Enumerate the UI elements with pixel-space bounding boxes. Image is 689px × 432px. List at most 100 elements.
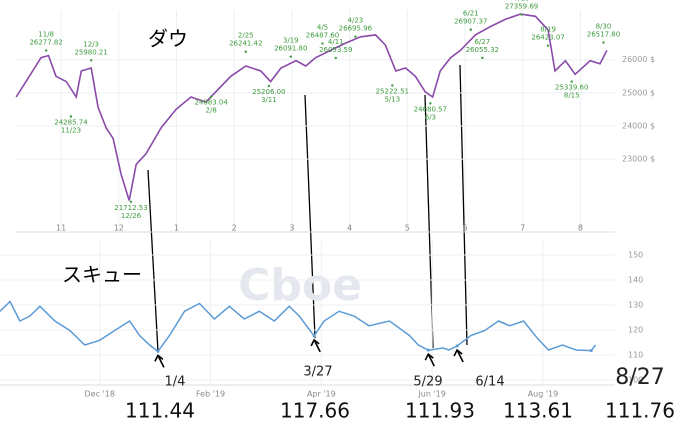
x-tick-label: 11 [56, 224, 66, 233]
annotation-date: 7/16 [514, 0, 530, 3]
annotation-value: 26055.32 [466, 46, 499, 54]
annotation-value: 26487.60 [306, 32, 339, 40]
annotation-point [426, 348, 430, 352]
annotation-value: 111.93 [405, 399, 475, 423]
x-tick-label: 5 [405, 224, 410, 233]
arrow [154, 354, 165, 368]
annotation-date: 6/3 [425, 113, 436, 121]
y-tick-label: 23000 $ [622, 155, 655, 164]
annotation-date: 3/11 [261, 96, 277, 104]
annotation-date: 8/30 [596, 23, 612, 31]
annotation-date: 1/4 [165, 375, 186, 390]
annotation-value: 24883.04 [194, 99, 228, 107]
arrow [424, 352, 435, 367]
annotation-value: 111.44 [125, 399, 195, 423]
annotation-date: 11/23 [61, 127, 81, 135]
annotation-point [481, 56, 484, 60]
watermark: Cboe [238, 260, 362, 311]
y-tick-label: 130 [628, 301, 643, 310]
annotation-point [89, 59, 93, 62]
annotation-point [129, 200, 133, 203]
chart-title: スキュー [62, 263, 142, 287]
annotation-value: 21712.53 [114, 204, 147, 212]
x-tick-label: 2 [232, 224, 237, 233]
annotation-date: 2/8 [206, 107, 217, 115]
annotation-value: 26907.37 [454, 18, 487, 26]
annotation-value: 27359.69 [505, 3, 538, 11]
annotation-date: 8/19 [540, 26, 556, 34]
annotation-point [267, 84, 271, 88]
annotation-date: 11/8 [38, 30, 54, 38]
annotation-date: 4/23 [348, 17, 364, 25]
annotation-value: 26423.07 [531, 34, 564, 42]
annotation-value: 26053.59 [319, 46, 352, 54]
x-tick-label: 4 [347, 224, 352, 233]
annotation-point [469, 28, 472, 31]
annotation-point [354, 35, 357, 38]
x-tick-label: Apr '19 [307, 390, 336, 399]
annotation-point [520, 13, 523, 16]
x-tick-label: Jun '19 [417, 390, 445, 399]
annotation-point [455, 344, 459, 348]
x-tick-label: Dec '18 [85, 390, 115, 399]
data-line [15, 13, 608, 201]
annotation-point [289, 55, 292, 58]
x-tick-label: 7 [520, 224, 525, 233]
y-tick-label: 24000 $ [622, 121, 655, 130]
annotation-date: 3/27 [303, 365, 332, 380]
chart-title: ダウ [148, 27, 188, 51]
annotation-value: 24680.57 [414, 105, 447, 113]
annotation-date: 6/21 [463, 10, 479, 18]
annotation-point [44, 49, 48, 52]
x-tick-label: 1 [174, 224, 179, 233]
arrow [453, 348, 464, 363]
annotation-date: 12/3 [83, 40, 99, 48]
annotation-date: 4/5 [317, 24, 328, 32]
connector [304, 94, 316, 339]
x-tick-label: Feb '19 [196, 390, 225, 399]
y-tick-label: 110 [628, 351, 643, 360]
annotation-point [244, 50, 247, 53]
annotation-point [69, 115, 73, 118]
annotation-point [156, 349, 160, 353]
y-tick-label: 120 [628, 326, 643, 335]
connector [459, 64, 468, 346]
annotation-date: 2/25 [238, 32, 254, 40]
y-tick-label: 140 [628, 276, 643, 285]
annotation-date: 6/27 [474, 38, 490, 46]
annotation-date: 4/11 [328, 38, 344, 46]
annotation-point [334, 56, 337, 60]
annotation-point [589, 349, 593, 353]
annotation-value: 25980.21 [74, 48, 107, 56]
x-tick-label: 6 [462, 224, 467, 233]
x-tick-label: 8 [578, 224, 583, 233]
annotation-value: 111.76 [605, 399, 675, 423]
connector [147, 169, 159, 353]
y-tick-label: 26000 $ [622, 55, 655, 64]
annotation-value: 26277.82 [29, 38, 62, 46]
annotation-point [312, 334, 316, 338]
annotation-date: 8/15 [564, 92, 580, 100]
y-tick-label: 100 [628, 376, 643, 385]
data-line [0, 300, 597, 353]
annotation-point [391, 84, 394, 87]
y-tick-label: 150 [628, 251, 643, 260]
annotation-date: 5/13 [384, 95, 400, 103]
annotation-point [546, 44, 550, 47]
annotation-value: 117.66 [280, 399, 350, 423]
annotation-value: 26517.80 [587, 31, 620, 39]
annotation-value: 113.61 [503, 399, 573, 423]
x-tick-label: Aug '19 [528, 390, 559, 399]
annotation-point [209, 95, 213, 98]
annotation-value: 24285.74 [54, 119, 88, 127]
arrow [310, 338, 321, 353]
annotation-point [429, 102, 432, 105]
annotation-date: 5/29 [413, 375, 442, 390]
annotation-value: 25339.60 [555, 84, 588, 92]
annotation-value: 25206.00 [252, 88, 285, 96]
annotation-point [602, 41, 605, 44]
annotation-date: 6/14 [475, 375, 504, 390]
annotation-value: 26695.96 [339, 25, 373, 33]
annotation-point [570, 80, 573, 83]
